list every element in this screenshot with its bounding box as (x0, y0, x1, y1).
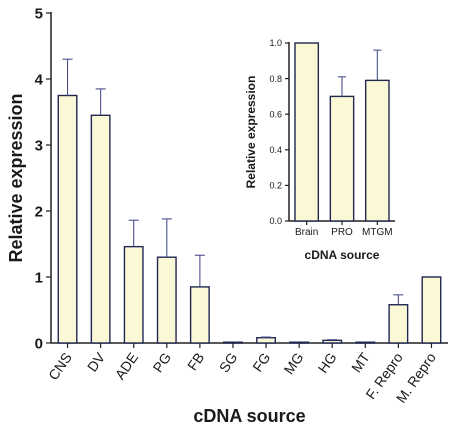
inset-y-tick-label: 0.8 (269, 74, 282, 84)
inset-bar-chart: 0.0 0.2 0.4 0.6 0.8 1.0 Brain PRO MTGM cDNA sourc… (244, 38, 395, 262)
main-bar-sg (222, 341, 243, 344)
inset-y-axis-title: Relative expression (244, 76, 258, 189)
inset-category-label: Brain (295, 227, 318, 238)
main-bar-cns (57, 94, 78, 344)
main-bar-f-repro (388, 304, 409, 344)
main-y-axis-title: Relative expression (6, 93, 26, 262)
inset-y-tick-label: 0.6 (269, 109, 282, 119)
main-category-label: MG (281, 350, 307, 378)
main-bar-fg (256, 337, 277, 344)
main-category-label: DV (84, 349, 109, 375)
main-bar-m-repro (421, 276, 442, 344)
inset-bar-mtgm (364, 79, 390, 222)
main-bar-ade (123, 245, 144, 344)
main-bar-mt (355, 341, 376, 344)
main-bar-hg (322, 339, 343, 344)
main-bar-dv (90, 114, 111, 344)
main-category-label: PG (150, 350, 175, 376)
inset-bar-pro (329, 95, 355, 222)
inset-category-label: MTGM (362, 227, 393, 238)
inset-bar-brain (294, 42, 320, 222)
inset-y-tick-label: 1.0 (269, 38, 282, 48)
main-category-label: FB (184, 350, 207, 374)
main-y-tick-label: 0 (35, 335, 43, 352)
main-y-tick-label: 3 (35, 137, 43, 154)
main-y-tick-label: 4 (35, 71, 44, 88)
main-bar-fb (189, 286, 210, 344)
main-category-label: CNS (45, 350, 75, 383)
main-y-tick-label: 1 (35, 269, 43, 286)
main-y-tick-label: 2 (35, 203, 43, 220)
inset-category-label: PRO (331, 227, 353, 238)
main-category-label: HG (315, 350, 340, 376)
main-category-label: SG (216, 350, 241, 376)
main-x-axis-title: cDNA source (193, 406, 305, 426)
main-bar-pg (156, 256, 177, 344)
inset-y-tick-label: 0.4 (269, 145, 282, 155)
inset-x-axis-title: cDNA source (305, 248, 380, 262)
main-y-tick-label: 5 (35, 5, 43, 22)
main-category-label: FG (249, 350, 273, 375)
inset-y-tick-label: 0.2 (269, 181, 282, 191)
main-category-label: MT (348, 349, 373, 375)
inset-y-tick-label: 0.0 (269, 216, 282, 226)
main-bar-mg (289, 341, 310, 344)
main-category-label: ADE (112, 350, 142, 383)
